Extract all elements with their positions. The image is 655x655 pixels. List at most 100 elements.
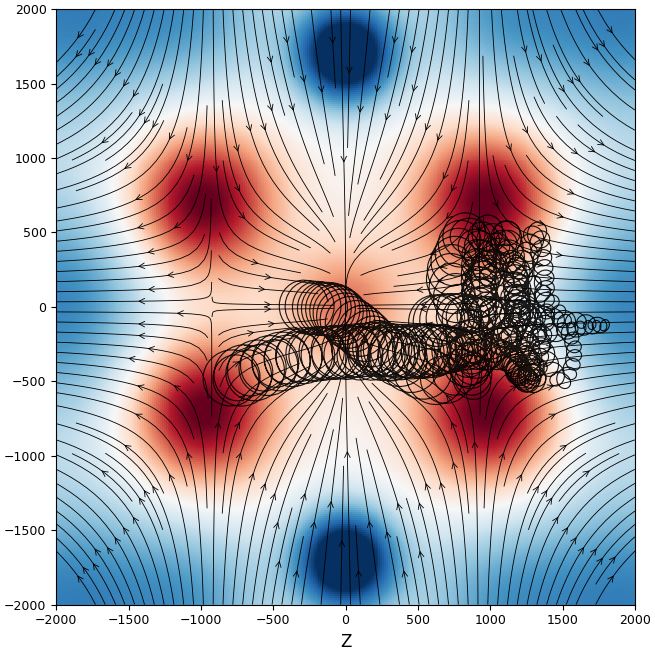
FancyArrowPatch shape — [583, 471, 589, 477]
FancyArrowPatch shape — [139, 322, 145, 327]
FancyArrowPatch shape — [542, 491, 547, 497]
FancyArrowPatch shape — [234, 422, 240, 429]
FancyArrowPatch shape — [547, 385, 553, 390]
FancyArrowPatch shape — [571, 538, 576, 544]
FancyArrowPatch shape — [546, 275, 552, 280]
FancyArrowPatch shape — [178, 310, 183, 316]
FancyArrowPatch shape — [451, 185, 457, 191]
FancyArrowPatch shape — [136, 414, 142, 419]
FancyArrowPatch shape — [356, 571, 362, 576]
FancyArrowPatch shape — [149, 286, 155, 292]
FancyArrowPatch shape — [136, 195, 142, 200]
FancyArrowPatch shape — [549, 414, 555, 419]
FancyArrowPatch shape — [419, 504, 424, 510]
FancyArrowPatch shape — [425, 124, 430, 130]
FancyArrowPatch shape — [346, 67, 352, 73]
FancyArrowPatch shape — [425, 484, 430, 490]
FancyArrowPatch shape — [252, 259, 257, 265]
FancyArrowPatch shape — [329, 37, 335, 43]
FancyArrowPatch shape — [129, 356, 135, 362]
FancyArrowPatch shape — [588, 147, 595, 152]
FancyArrowPatch shape — [236, 453, 242, 459]
FancyArrowPatch shape — [578, 548, 584, 554]
FancyArrowPatch shape — [249, 474, 254, 479]
FancyArrowPatch shape — [607, 27, 612, 33]
FancyArrowPatch shape — [310, 522, 316, 528]
FancyArrowPatch shape — [533, 487, 538, 493]
FancyArrowPatch shape — [402, 571, 407, 577]
FancyArrowPatch shape — [89, 49, 94, 55]
FancyArrowPatch shape — [434, 349, 440, 354]
FancyArrowPatch shape — [536, 322, 542, 328]
FancyArrowPatch shape — [259, 286, 265, 291]
FancyArrowPatch shape — [149, 346, 155, 352]
FancyArrowPatch shape — [139, 333, 145, 339]
FancyArrowPatch shape — [591, 550, 596, 555]
FancyArrowPatch shape — [134, 517, 139, 523]
FancyArrowPatch shape — [124, 528, 129, 534]
FancyArrowPatch shape — [267, 56, 272, 62]
FancyArrowPatch shape — [559, 85, 564, 92]
FancyArrowPatch shape — [412, 85, 417, 91]
FancyArrowPatch shape — [385, 113, 390, 120]
FancyArrowPatch shape — [419, 552, 424, 557]
FancyArrowPatch shape — [265, 307, 271, 312]
FancyArrowPatch shape — [95, 58, 101, 64]
FancyArrowPatch shape — [107, 60, 113, 66]
FancyArrowPatch shape — [144, 117, 150, 123]
FancyArrowPatch shape — [493, 200, 498, 206]
FancyArrowPatch shape — [138, 385, 144, 390]
FancyArrowPatch shape — [174, 386, 181, 391]
FancyArrowPatch shape — [546, 287, 552, 292]
FancyArrowPatch shape — [328, 502, 333, 508]
FancyArrowPatch shape — [124, 80, 129, 86]
FancyArrowPatch shape — [447, 395, 452, 401]
FancyArrowPatch shape — [83, 567, 88, 574]
FancyArrowPatch shape — [557, 213, 563, 218]
FancyArrowPatch shape — [477, 225, 482, 230]
FancyArrowPatch shape — [447, 212, 452, 219]
FancyArrowPatch shape — [76, 50, 82, 56]
FancyArrowPatch shape — [452, 463, 457, 469]
FancyArrowPatch shape — [546, 345, 552, 350]
FancyArrowPatch shape — [538, 220, 544, 225]
FancyArrowPatch shape — [144, 491, 150, 497]
FancyArrowPatch shape — [274, 523, 279, 529]
FancyArrowPatch shape — [592, 44, 598, 50]
FancyArrowPatch shape — [510, 386, 517, 391]
FancyArrowPatch shape — [187, 453, 192, 459]
FancyArrowPatch shape — [339, 541, 345, 547]
FancyArrowPatch shape — [95, 550, 101, 555]
FancyArrowPatch shape — [421, 334, 426, 340]
FancyArrowPatch shape — [139, 299, 145, 304]
FancyArrowPatch shape — [397, 504, 402, 510]
FancyArrowPatch shape — [517, 475, 522, 481]
FancyArrowPatch shape — [571, 148, 577, 154]
FancyArrowPatch shape — [233, 362, 239, 367]
FancyArrowPatch shape — [367, 522, 373, 528]
FancyArrowPatch shape — [421, 302, 426, 307]
FancyArrowPatch shape — [341, 156, 346, 162]
FancyArrowPatch shape — [239, 212, 245, 219]
FancyArrowPatch shape — [139, 263, 145, 269]
FancyArrowPatch shape — [170, 133, 174, 139]
FancyArrowPatch shape — [244, 345, 250, 350]
FancyArrowPatch shape — [289, 104, 294, 110]
FancyArrowPatch shape — [523, 126, 527, 133]
FancyArrowPatch shape — [567, 189, 574, 194]
FancyArrowPatch shape — [284, 37, 289, 43]
FancyArrowPatch shape — [239, 395, 245, 401]
FancyArrowPatch shape — [556, 252, 562, 257]
FancyArrowPatch shape — [597, 559, 603, 565]
FancyArrowPatch shape — [574, 75, 580, 82]
FancyArrowPatch shape — [269, 321, 274, 327]
FancyArrowPatch shape — [392, 37, 398, 43]
FancyArrowPatch shape — [248, 331, 253, 336]
FancyArrowPatch shape — [499, 453, 504, 459]
FancyArrowPatch shape — [358, 106, 364, 112]
FancyArrowPatch shape — [546, 310, 552, 315]
FancyArrowPatch shape — [560, 445, 566, 451]
FancyArrowPatch shape — [438, 278, 443, 283]
FancyArrowPatch shape — [521, 46, 527, 52]
FancyArrowPatch shape — [562, 528, 567, 534]
